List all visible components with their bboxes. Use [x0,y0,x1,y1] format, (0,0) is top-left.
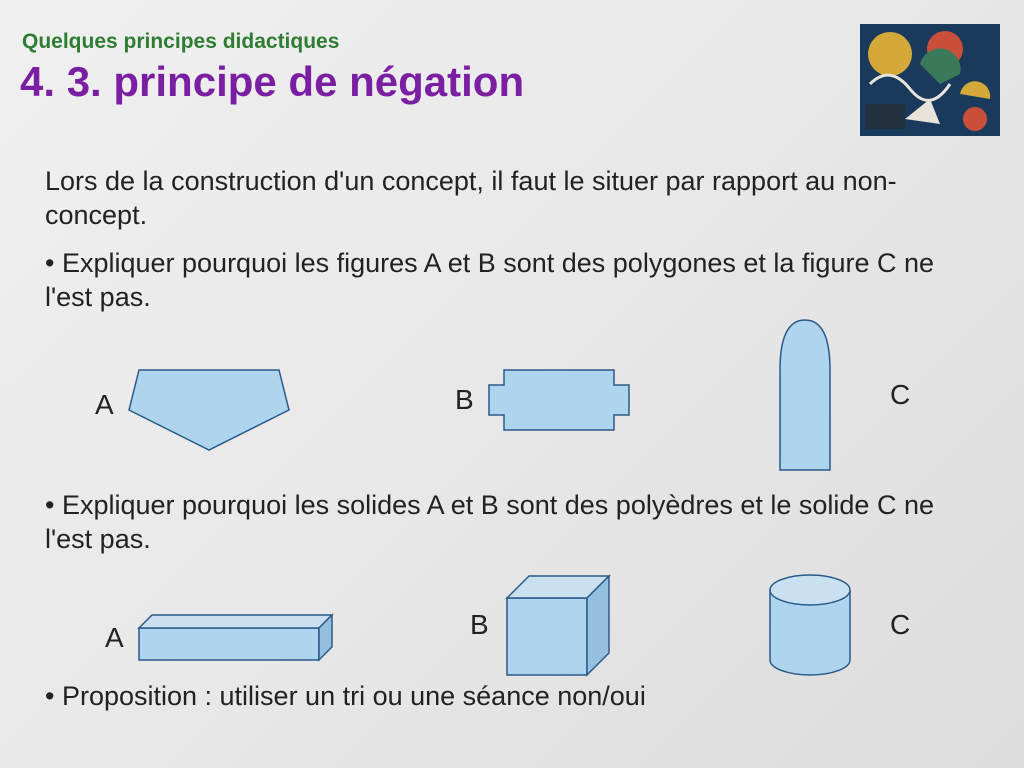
proposal-paragraph: • Proposition : utiliser un tri ou une s… [45,680,984,714]
cube-icon [499,570,619,680]
solid-C-nonpolyhedron: C [760,570,910,680]
figure-label: A [95,389,114,421]
figures-row-polyhedra: A B C [0,555,1024,695]
figure-B-polygon: B [455,365,634,435]
cylinder-icon [760,570,860,680]
polyhedra-paragraph: • Expliquer pourquoi les solides A et B … [45,489,984,557]
figure-label: B [455,384,474,416]
bullet-shape-icon [770,315,840,475]
page-title: 4. 3. principe de négation [20,58,524,106]
figure-C-nonpolygon: C [770,315,910,475]
intro-paragraph: Lors de la construction d'un concept, il… [45,165,984,233]
figure-A-polygon: A [95,355,294,455]
long-prism-icon [134,610,334,665]
pentagon-icon [124,355,294,455]
polygons-paragraph: • Expliquer pourquoi les figures A et B … [45,247,984,315]
slide-thumbnail [860,24,1000,136]
solid-A-polyhedron: A [105,610,334,665]
figure-label: C [890,379,910,411]
figure-label: A [105,622,124,654]
figures-row-polygons: A B C [0,325,1024,465]
figure-label: C [890,609,910,641]
breadcrumb: Quelques principes didactiques [22,30,339,54]
figure-label: B [470,609,489,641]
cross-rect-icon [484,365,634,435]
solid-B-polyhedron: B [470,570,619,680]
